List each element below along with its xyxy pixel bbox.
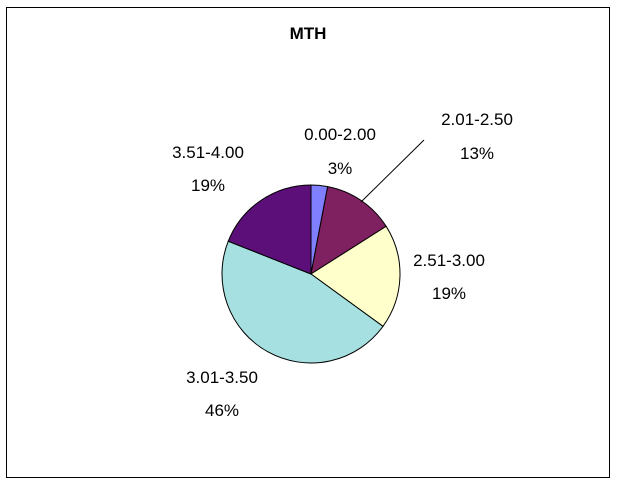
pie-slice-2-51-3-00 — [310, 225, 401, 328]
slice-label-category-4: 3.51-4.00 — [172, 143, 244, 162]
slice-label-value-3: 46% — [205, 401, 239, 420]
slice-label-value-2: 19% — [432, 284, 466, 303]
slice-label-value-1: 13% — [460, 144, 494, 163]
slice-label-category-1: 2.01-2.50 — [441, 110, 513, 129]
pie-slice-3-01-3-50 — [221, 240, 384, 364]
pie-slice-3-51-4-00 — [227, 184, 312, 275]
slice-label-value-4: 19% — [191, 176, 225, 195]
slice-label-category-0: 0.00-2.00 — [304, 125, 376, 144]
leader-line-2-01-2-50 — [360, 139, 425, 203]
chart-title: MTH — [290, 24, 327, 43]
slice-label-category-3: 3.01-3.50 — [186, 368, 258, 387]
pie-slice-2-01-2-50 — [310, 185, 387, 276]
slice-label-category-2: 2.51-3.00 — [413, 251, 485, 270]
slice-label-value-0: 3% — [328, 159, 353, 178]
